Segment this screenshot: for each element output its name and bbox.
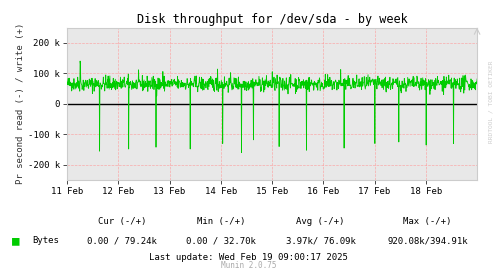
Text: 0.00 / 32.70k: 0.00 / 32.70k — [186, 236, 256, 245]
Text: 0.00 / 79.24k: 0.00 / 79.24k — [87, 236, 157, 245]
Text: ■: ■ — [12, 234, 20, 247]
Text: 3.97k/ 76.09k: 3.97k/ 76.09k — [286, 236, 355, 245]
Y-axis label: Pr second read (-) / write (+): Pr second read (-) / write (+) — [16, 23, 25, 185]
Title: Disk throughput for /dev/sda - by week: Disk throughput for /dev/sda - by week — [137, 13, 408, 26]
Text: Max (-/+): Max (-/+) — [403, 217, 452, 226]
Text: Cur (-/+): Cur (-/+) — [97, 217, 146, 226]
Text: Min (-/+): Min (-/+) — [197, 217, 246, 226]
Text: Bytes: Bytes — [32, 236, 59, 245]
Text: Munin 2.0.75: Munin 2.0.75 — [221, 261, 276, 270]
Text: Last update: Wed Feb 19 09:00:17 2025: Last update: Wed Feb 19 09:00:17 2025 — [149, 253, 348, 262]
Text: RRDTOOL / TOBI OETIKER: RRDTOOL / TOBI OETIKER — [489, 60, 494, 143]
Text: 920.08k/394.91k: 920.08k/394.91k — [387, 236, 468, 245]
Text: Avg (-/+): Avg (-/+) — [296, 217, 345, 226]
